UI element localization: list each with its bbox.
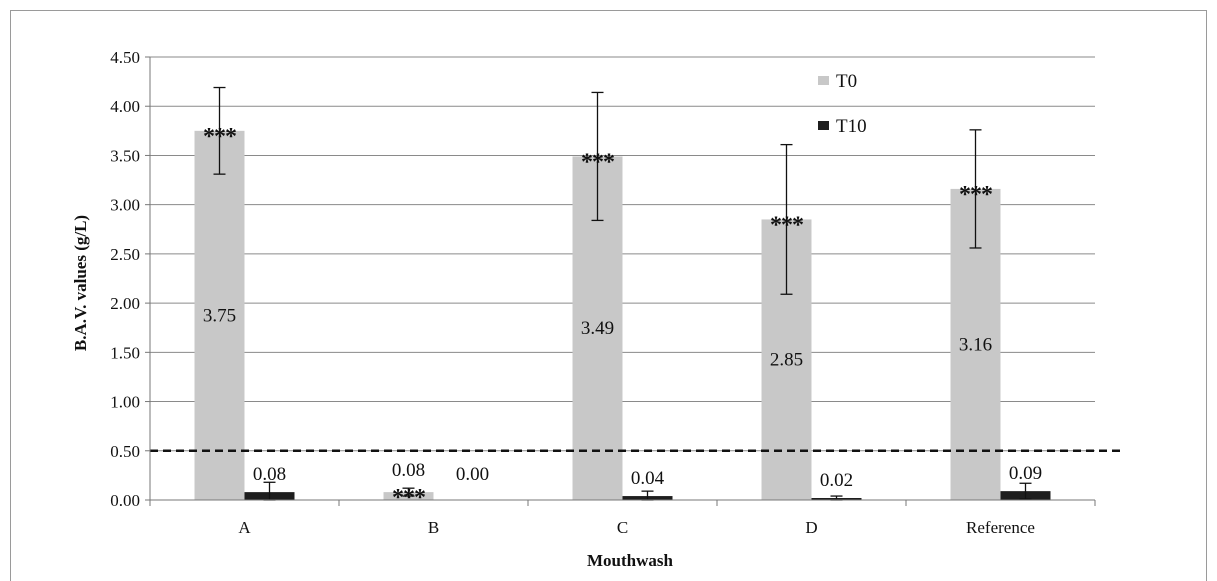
y-tick-label: 2.50 (110, 245, 140, 264)
bar-t0 (194, 130, 245, 501)
data-label-t0: 2.85 (770, 350, 803, 371)
bars: 3.75 0.08 *** 0.08 0.00 *** 3.49 0.04 *** 2.85 0.0… (150, 86, 1120, 511)
x-tick-label: C (617, 518, 628, 537)
legend-label: T0 (836, 71, 857, 92)
data-label-t0: 3.49 (581, 318, 614, 339)
y-tick-label: 3.00 (110, 196, 140, 215)
x-tick-label: A (238, 518, 251, 537)
legend-swatch (818, 76, 829, 85)
data-label-t10: 0.08 (253, 464, 286, 485)
y-axis-title: B.A.V. values (g/L) (71, 215, 90, 351)
significance-marker: *** (581, 149, 614, 175)
significance-marker: *** (959, 182, 992, 208)
y-tick-label: 2.00 (110, 294, 140, 313)
x-tick-label: D (805, 518, 817, 537)
legend-label: T10 (836, 116, 867, 137)
significance-marker: *** (770, 212, 803, 238)
y-tick-label: 4.50 (110, 48, 140, 67)
data-label-t10: 0.00 (456, 464, 489, 485)
y-tick-label: 1.00 (110, 393, 140, 412)
y-tick-label: 4.00 (110, 97, 140, 116)
data-label-t0: 3.75 (203, 305, 236, 326)
y-tick-label: 0.50 (110, 442, 140, 461)
y-tick-label: 3.50 (110, 146, 140, 165)
data-label-t10: 0.02 (820, 470, 853, 491)
significance-marker: *** (203, 124, 236, 150)
significance-marker: *** (392, 485, 425, 511)
data-label-t0: 0.08 (392, 460, 425, 481)
legend-swatch (818, 121, 829, 130)
axes: 0.00 0.50 1.00 1.50 2.00 2.50 3.00 3.50 4.00 4.50… (110, 48, 1096, 537)
data-label-t0: 3.16 (959, 334, 992, 355)
chart-frame (10, 10, 1207, 581)
y-tick-label: 1.50 (110, 343, 140, 362)
legend: T0 T10 (818, 71, 867, 137)
data-label-t10: 0.09 (1009, 463, 1042, 484)
x-tick-label: B (428, 518, 439, 537)
data-label-t10: 0.04 (631, 468, 665, 489)
y-tick-label: 0.00 (110, 491, 140, 510)
x-tick-label: Reference (966, 518, 1035, 537)
x-axis-title: Mouthwash (587, 551, 674, 570)
